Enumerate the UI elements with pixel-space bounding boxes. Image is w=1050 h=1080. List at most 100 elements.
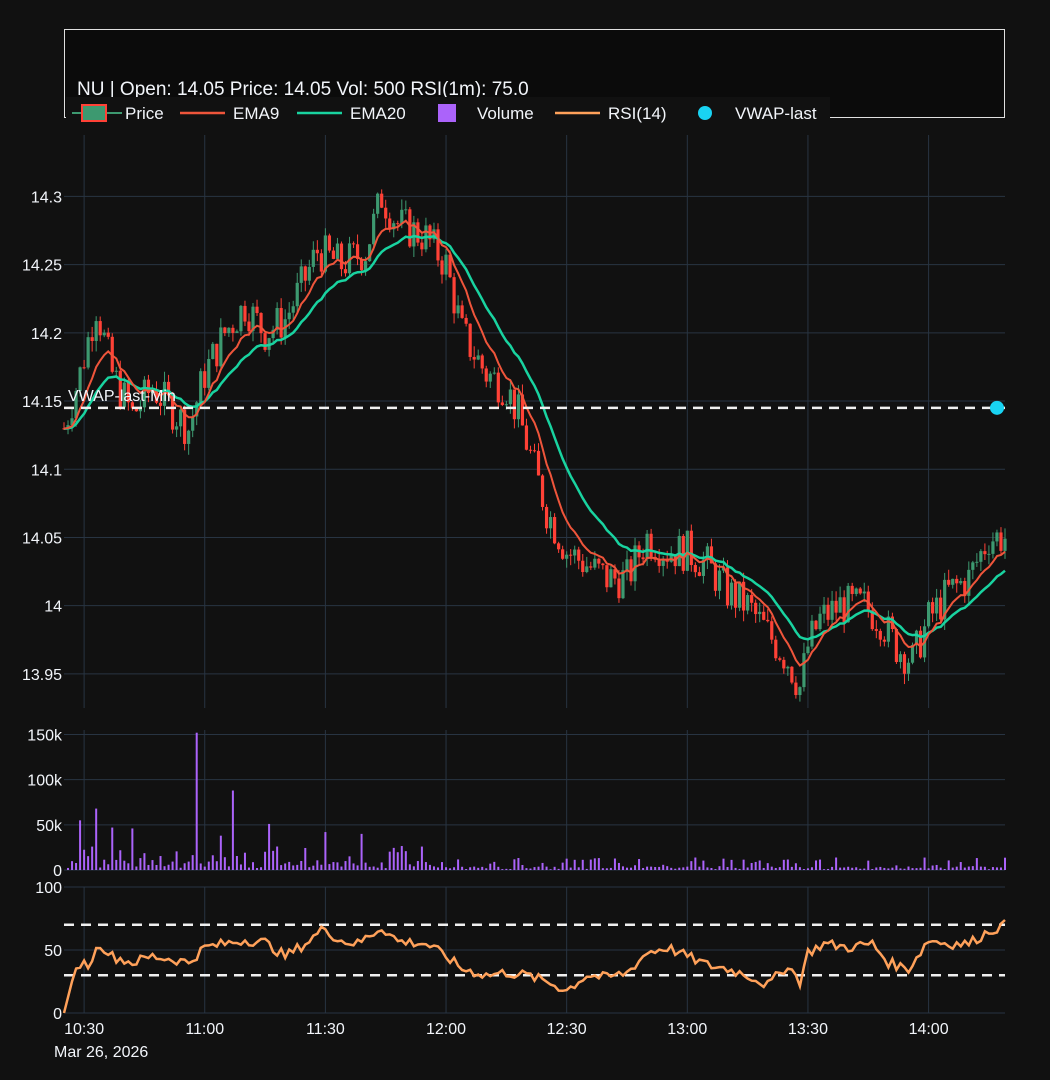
volume-bar [935, 864, 938, 870]
candle-body [625, 559, 629, 571]
candle-body [894, 628, 899, 663]
volume-bar [638, 859, 641, 870]
candle-body [955, 578, 959, 584]
price-tick-label: 14.1 [31, 462, 62, 479]
volume-bar [750, 862, 753, 870]
volume-bar [585, 868, 588, 870]
candle-body [452, 277, 456, 314]
candle-body [802, 653, 806, 688]
candle-body [335, 243, 340, 259]
axes: 10:30 11:00 11:30 12:00 12:30 13:00 13:30 14:00… [22, 189, 949, 1061]
candle-body [834, 600, 838, 613]
volume-bar [344, 861, 347, 870]
volume-bar [630, 867, 633, 870]
candle-body [605, 565, 609, 588]
candle-body [902, 654, 907, 674]
rsi-tick-label: 100 [35, 880, 62, 897]
candle-body [227, 327, 231, 334]
volume-bar [308, 867, 311, 870]
candle-body [910, 644, 915, 663]
volume-bar [887, 868, 890, 870]
volume-bar [288, 861, 291, 870]
candle-body [693, 565, 697, 573]
candle-body [585, 566, 589, 573]
candle-body [263, 333, 267, 350]
date-label: Mar 26, 2026 [54, 1044, 148, 1061]
candle-body [436, 229, 440, 261]
volume-bar [473, 866, 476, 870]
volume-bar [489, 863, 492, 870]
candle-body [758, 611, 762, 615]
candle-body [838, 597, 842, 613]
volume-bar [127, 863, 130, 870]
volume-bar [549, 869, 552, 870]
candle-body [118, 370, 122, 408]
volume-bar [923, 857, 926, 870]
candle-body [987, 553, 991, 555]
candle-body [98, 321, 102, 336]
volume-bar [469, 867, 472, 870]
rsi-panel [62, 919, 1006, 1014]
volume-bar [457, 859, 460, 870]
candle-body [677, 536, 681, 567]
volume-bar [662, 864, 665, 870]
volume-bar [658, 866, 661, 870]
candle-body [488, 373, 492, 382]
candle-body [464, 317, 468, 324]
volume-bar [252, 862, 255, 870]
volume-bar [843, 867, 846, 870]
volume-bar [823, 869, 826, 870]
candle-body [633, 545, 637, 582]
candle-body [540, 475, 545, 507]
volume-bar [95, 808, 98, 870]
volume-bar [827, 868, 830, 870]
candle-body [307, 266, 311, 281]
x-tick-label: 13:00 [667, 1021, 707, 1038]
candle-body [476, 355, 480, 360]
volume-bar [111, 827, 114, 870]
volume-bar [336, 862, 339, 870]
candle-body [359, 258, 364, 271]
volume-bar [722, 858, 725, 870]
volume-bar [79, 820, 82, 870]
volume-bar [87, 856, 90, 870]
volume-bar [340, 866, 343, 870]
x-tick-label: 11:00 [185, 1021, 224, 1038]
volume-tick-label: 150k [27, 728, 63, 745]
candle-body [380, 193, 384, 208]
volume-bar [863, 868, 866, 870]
volume-bar [107, 864, 110, 870]
candle-body [420, 242, 424, 250]
volume-bar [794, 863, 797, 870]
volume-bar [292, 865, 295, 870]
candle-body [737, 581, 742, 608]
candle-body [569, 554, 573, 556]
candle-body [364, 261, 368, 271]
rsi-tick-label: 0 [53, 1006, 62, 1023]
candle-body [154, 389, 159, 403]
volume-bar [348, 856, 351, 870]
candle-body [886, 616, 890, 642]
candle-body [126, 382, 130, 403]
volume-bar [264, 851, 267, 870]
volume-bar [211, 855, 214, 870]
candle-body [195, 402, 199, 417]
volume-bar [280, 865, 283, 870]
volume-bar [477, 867, 480, 870]
volume-bar [396, 852, 399, 870]
candle-body [967, 569, 971, 596]
candle-body [86, 337, 90, 368]
candle-body [122, 382, 126, 408]
volume-bar [730, 859, 733, 870]
candle-body [323, 235, 327, 272]
volume-bar [573, 859, 576, 870]
volume-bar [408, 864, 411, 870]
volume-bar [754, 861, 757, 870]
volume-bar [983, 866, 986, 870]
candle-body [995, 532, 999, 542]
volume-bar [195, 732, 198, 870]
legend-vwap-swatch [698, 106, 712, 120]
volume-bar [782, 859, 785, 870]
volume-bar [441, 862, 444, 870]
volume-bar [806, 868, 809, 870]
